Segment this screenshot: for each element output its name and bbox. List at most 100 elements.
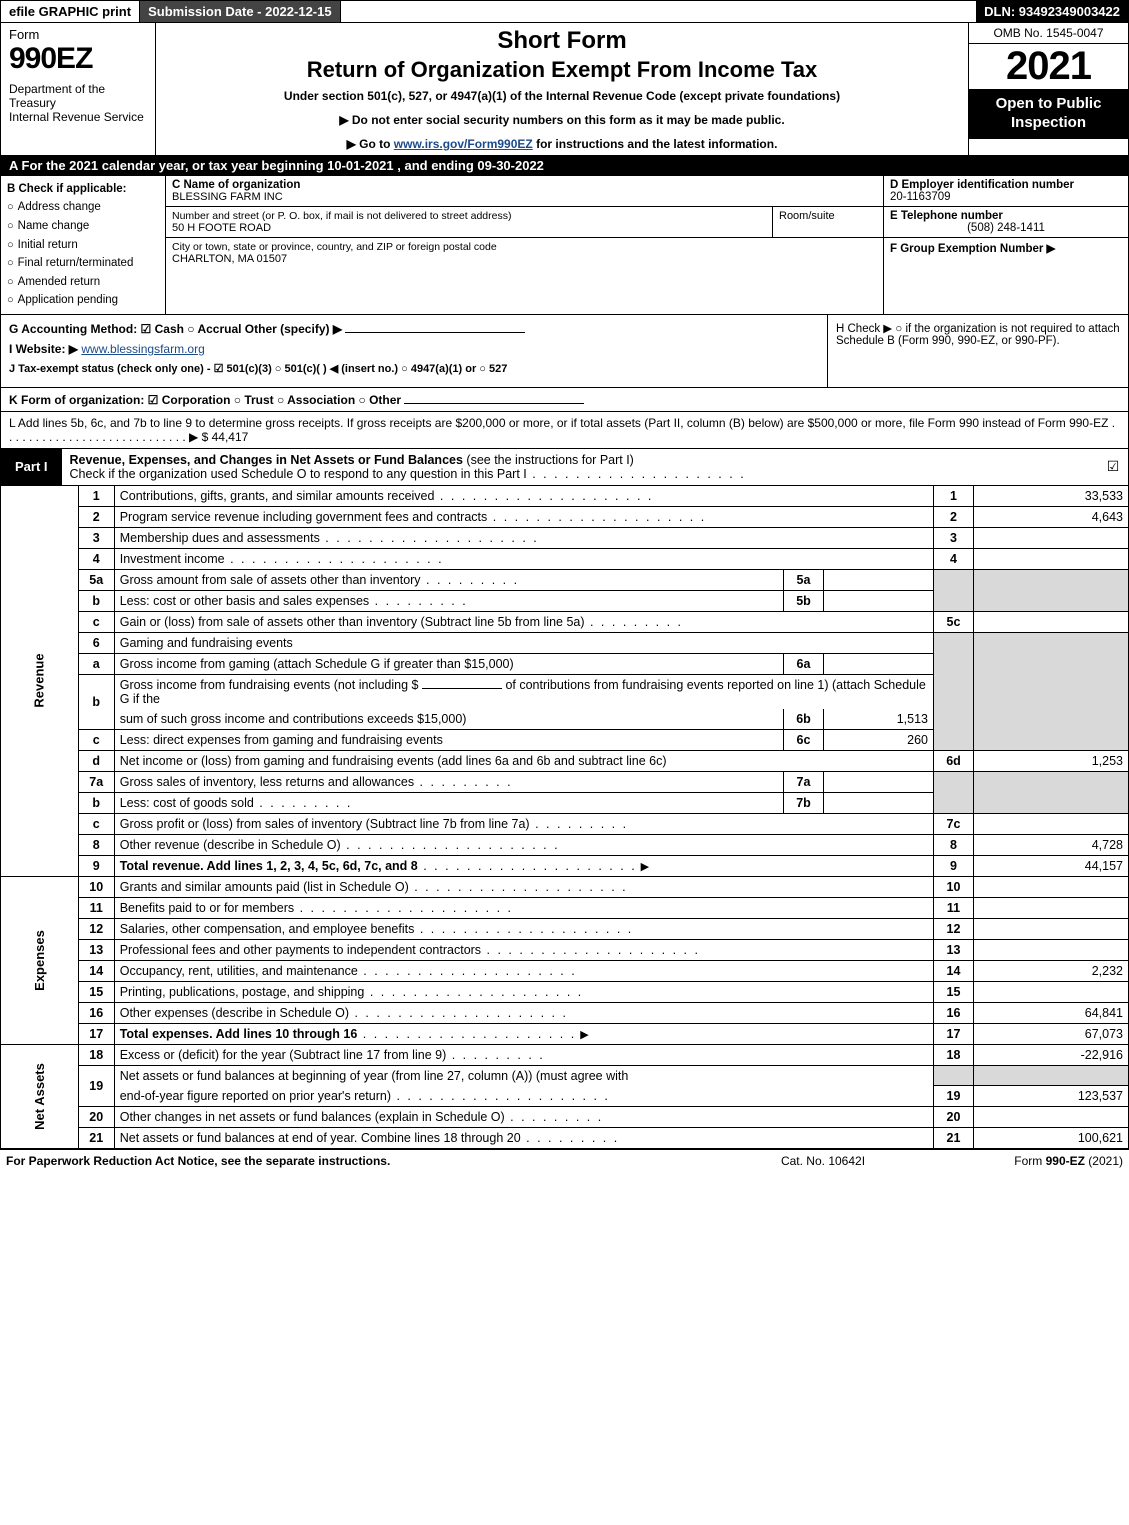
l6-desc: Gaming and fundraising events <box>114 632 933 653</box>
part1-sub: Check if the organization used Schedule … <box>70 467 746 481</box>
l12-amt <box>974 918 1129 939</box>
l6d-desc: Net income or (loss) from gaming and fun… <box>114 750 933 771</box>
l14-desc: Occupancy, rent, utilities, and maintena… <box>114 960 933 981</box>
l1-amt: 33,533 <box>974 486 1129 507</box>
submission-date: Submission Date - 2022-12-15 <box>140 1 341 22</box>
l13-desc: Professional fees and other payments to … <box>114 939 933 960</box>
subtitle-goto: ▶ Go to www.irs.gov/Form990EZ for instru… <box>166 137 958 151</box>
k-blank[interactable] <box>404 392 584 404</box>
goto-post: for instructions and the latest informat… <box>533 137 778 151</box>
irs-link[interactable]: www.irs.gov/Form990EZ <box>394 137 533 151</box>
line-20: 20 Other changes in net assets or fund b… <box>1 1107 1129 1128</box>
l7b-sub: 7b <box>784 792 824 813</box>
l5b-sub: 5b <box>784 590 824 611</box>
line-6d: d Net income or (loss) from gaming and f… <box>1 750 1129 771</box>
street-cell: Number and street (or P. O. box, if mail… <box>166 207 773 237</box>
l5c-desc: Gain or (loss) from sale of assets other… <box>114 611 933 632</box>
part1-header: Part I Revenue, Expenses, and Changes in… <box>0 449 1129 486</box>
l5a-subval <box>824 569 934 590</box>
footer-r-b: 990-EZ <box>1046 1154 1085 1168</box>
footer-left: For Paperwork Reduction Act Notice, see … <box>6 1154 723 1168</box>
l6b-blank[interactable] <box>422 688 502 689</box>
l16-amt: 64,841 <box>974 1002 1129 1023</box>
l7a-subval <box>824 771 934 792</box>
line-10: Expenses 10 Grants and similar amounts p… <box>1 876 1129 897</box>
row-j-tax-status: J Tax-exempt status (check only one) - ☑… <box>9 362 819 375</box>
l3-amt <box>974 527 1129 548</box>
l19-desc2: end-of-year figure reported on prior yea… <box>114 1086 933 1107</box>
line-7a: 7a Gross sales of inventory, less return… <box>1 771 1129 792</box>
l5a-desc: Gross amount from sale of assets other t… <box>114 569 783 590</box>
col-g: G Accounting Method: ☑ Cash ○ Accrual Ot… <box>1 315 828 387</box>
cb-final-return[interactable]: Final return/terminated <box>7 254 159 273</box>
l7b-num: b <box>78 792 114 813</box>
line-17: 17 Total expenses. Add lines 10 through … <box>1 1023 1129 1044</box>
part1-tab: Part I <box>1 449 62 485</box>
l14-ref: 14 <box>934 960 974 981</box>
l7a-desc: Gross sales of inventory, less returns a… <box>114 771 783 792</box>
l4-desc: Investment income <box>114 548 933 569</box>
l14-num: 14 <box>78 960 114 981</box>
l8-amt: 4,728 <box>974 834 1129 855</box>
side-netassets: Net Assets <box>1 1044 79 1149</box>
l6a-desc: Gross income from gaming (attach Schedul… <box>114 653 783 674</box>
block-bcdef: B Check if applicable: Address change Na… <box>0 176 1129 315</box>
l6b-num: b <box>78 674 114 729</box>
part1-after: (see the instructions for Part I) <box>466 453 633 467</box>
col-c: C Name of organization BLESSING FARM INC… <box>166 176 883 314</box>
l2-amt: 4,643 <box>974 506 1129 527</box>
part1-text: Revenue, Expenses, and Changes in Net As… <box>62 449 1098 485</box>
l15-amt <box>974 981 1129 1002</box>
l19-ref: 19 <box>934 1086 974 1107</box>
city-value: CHARLTON, MA 01507 <box>172 253 497 265</box>
l5b-num: b <box>78 590 114 611</box>
line-2: 2 Program service revenue including gove… <box>1 506 1129 527</box>
l15-desc: Printing, publications, postage, and shi… <box>114 981 933 1002</box>
goto-pre: ▶ Go to <box>347 137 394 151</box>
l7a-num: 7a <box>78 771 114 792</box>
l3-num: 3 <box>78 527 114 548</box>
l11-desc: Benefits paid to or for members <box>114 897 933 918</box>
l20-ref: 20 <box>934 1107 974 1128</box>
l1-ref: 1 <box>934 486 974 507</box>
l8-ref: 8 <box>934 834 974 855</box>
subtitle-section: Under section 501(c), 527, or 4947(a)(1)… <box>166 89 958 103</box>
street-value: 50 H FOOTE ROAD <box>172 222 766 234</box>
line-9: 9 Total revenue. Add lines 1, 2, 3, 4, 5… <box>1 855 1129 876</box>
footer-r-post: (2021) <box>1085 1154 1123 1168</box>
cb-amended-return[interactable]: Amended return <box>7 273 159 292</box>
l6-ref-shade <box>934 632 974 750</box>
k-text: K Form of organization: ☑ Corporation ○ … <box>9 393 401 407</box>
cb-name-change[interactable]: Name change <box>7 217 159 236</box>
g-blank[interactable] <box>345 321 525 333</box>
l14-amt: 2,232 <box>974 960 1129 981</box>
cb-address-change[interactable]: Address change <box>7 198 159 217</box>
l6b-desc3: sum of such gross income and contributio… <box>114 709 783 730</box>
l8-num: 8 <box>78 834 114 855</box>
line-5a: 5a Gross amount from sale of assets othe… <box>1 569 1129 590</box>
header-mid: Short Form Return of Organization Exempt… <box>156 23 968 155</box>
line-7c: c Gross profit or (loss) from sales of i… <box>1 813 1129 834</box>
efile-print[interactable]: efile GRAPHIC print <box>1 1 140 22</box>
line-15: 15 Printing, publications, postage, and … <box>1 981 1129 1002</box>
l21-desc: Net assets or fund balances at end of ye… <box>114 1128 933 1149</box>
form-word: Form <box>9 27 147 42</box>
cb-application-pending[interactable]: Application pending <box>7 291 159 310</box>
l2-desc: Program service revenue including govern… <box>114 506 933 527</box>
block-gh: G Accounting Method: ☑ Cash ○ Accrual Ot… <box>0 315 1129 388</box>
cb-initial-return[interactable]: Initial return <box>7 236 159 255</box>
g-text: G Accounting Method: ☑ Cash ○ Accrual Ot… <box>9 322 342 336</box>
col-b-header: B Check if applicable: <box>7 180 159 198</box>
l11-num: 11 <box>78 897 114 918</box>
line-19-1: 19 Net assets or fund balances at beginn… <box>1 1065 1129 1086</box>
l4-ref: 4 <box>934 548 974 569</box>
col-b-checkboxes: B Check if applicable: Address change Na… <box>1 176 166 314</box>
l18-amt: -22,916 <box>974 1044 1129 1065</box>
l17-num: 17 <box>78 1023 114 1044</box>
l2-ref: 2 <box>934 506 974 527</box>
col-def: D Employer identification number 20-1163… <box>883 176 1128 314</box>
part1-check[interactable]: ☑ <box>1098 449 1128 485</box>
line-18: Net Assets 18 Excess or (deficit) for th… <box>1 1044 1129 1065</box>
website-link[interactable]: www.blessingsfarm.org <box>81 342 204 356</box>
l6b-sub: 6b <box>784 709 824 730</box>
